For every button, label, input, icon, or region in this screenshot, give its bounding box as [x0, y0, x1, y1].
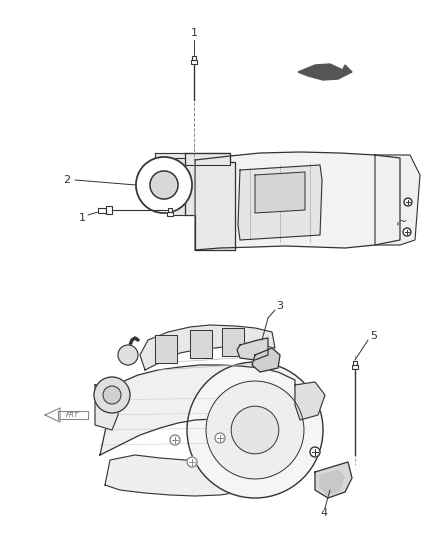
Bar — [155, 335, 177, 363]
Bar — [352, 365, 358, 369]
Bar — [155, 335, 177, 363]
Circle shape — [206, 381, 304, 479]
Polygon shape — [195, 152, 400, 250]
Polygon shape — [155, 153, 230, 165]
Circle shape — [231, 406, 279, 454]
Text: 2: 2 — [64, 175, 71, 185]
Text: 1: 1 — [78, 213, 85, 223]
Polygon shape — [338, 65, 352, 79]
Text: 1: 1 — [191, 28, 198, 38]
Text: 3: 3 — [276, 301, 283, 311]
Bar — [98, 207, 106, 213]
Bar — [191, 55, 196, 60]
Polygon shape — [95, 380, 120, 430]
Text: ~: ~ — [399, 217, 407, 227]
Polygon shape — [298, 64, 345, 80]
Bar — [190, 330, 212, 358]
Polygon shape — [238, 165, 322, 240]
Circle shape — [310, 447, 320, 457]
Bar — [98, 207, 106, 213]
Polygon shape — [315, 462, 352, 498]
Text: FRT: FRT — [65, 412, 78, 418]
Bar — [352, 365, 358, 369]
Circle shape — [136, 157, 192, 213]
Bar — [191, 55, 196, 60]
Circle shape — [170, 435, 180, 445]
Text: 5: 5 — [371, 331, 378, 341]
Circle shape — [150, 171, 178, 199]
Polygon shape — [255, 172, 305, 213]
Bar — [353, 361, 357, 366]
Circle shape — [118, 345, 138, 365]
Polygon shape — [185, 153, 235, 250]
Circle shape — [136, 157, 192, 213]
Bar — [222, 328, 244, 356]
Polygon shape — [100, 365, 295, 455]
Polygon shape — [295, 382, 325, 420]
Polygon shape — [320, 470, 344, 495]
Circle shape — [103, 386, 121, 404]
Circle shape — [404, 198, 412, 206]
Polygon shape — [105, 455, 270, 496]
Bar — [191, 60, 198, 64]
Circle shape — [187, 457, 197, 467]
Circle shape — [94, 377, 130, 413]
Polygon shape — [252, 348, 280, 372]
Bar — [353, 361, 357, 366]
Bar — [222, 328, 244, 356]
Circle shape — [215, 433, 225, 443]
Circle shape — [150, 171, 178, 199]
Bar — [190, 330, 212, 358]
Polygon shape — [237, 338, 268, 360]
Polygon shape — [172, 158, 185, 215]
Bar — [166, 212, 173, 216]
Bar — [166, 212, 173, 216]
Text: 4: 4 — [321, 508, 328, 518]
Bar — [106, 206, 112, 214]
Bar — [191, 60, 198, 64]
Polygon shape — [140, 325, 275, 370]
Polygon shape — [58, 411, 88, 419]
Bar — [168, 207, 173, 212]
Bar — [168, 207, 173, 212]
Bar — [106, 206, 112, 214]
Polygon shape — [375, 155, 420, 245]
Circle shape — [403, 228, 411, 236]
Polygon shape — [45, 408, 60, 422]
Circle shape — [187, 362, 323, 498]
